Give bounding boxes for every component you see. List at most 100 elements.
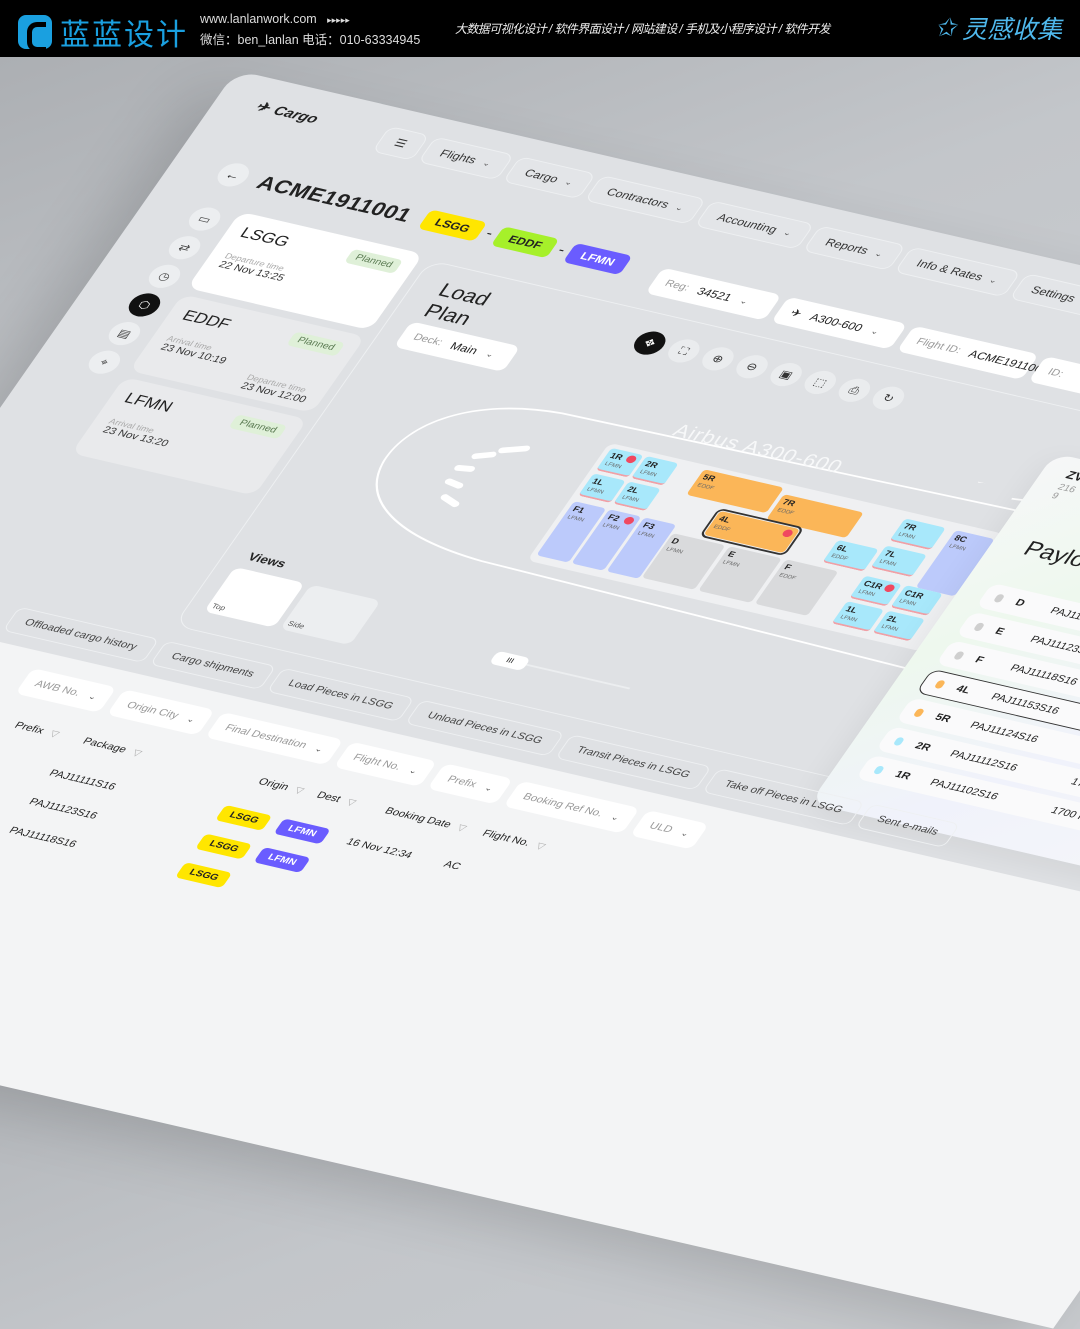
cargo-position-7r[interactable]: 7R LFMN [889, 518, 946, 551]
payload-position: E [992, 626, 1007, 638]
payload-position: 2R [912, 740, 933, 754]
move-icon: ✥ [640, 336, 659, 350]
chevron-down-icon: ⌄ [987, 274, 1001, 285]
reg-label: Reg: [662, 278, 692, 294]
watermark-header: 蓝蓝设计 www.lanlanwork.com ▸▸▸▸▸ 微信：ben_lanl… [0, 0, 1080, 57]
chevron-down-icon: ⌄ [482, 782, 496, 793]
destination-code: LFMN [565, 514, 586, 524]
position-code: C1R [902, 588, 926, 601]
id-label: ID: [1045, 366, 1066, 380]
nav-label: Cargo [521, 166, 562, 186]
position-code: 2L [884, 613, 901, 625]
position-code: 4L [716, 514, 733, 525]
fit-icon: ⛶ [676, 344, 693, 358]
collection-brand: ✩ 灵感收集 [935, 10, 1062, 46]
destination-code: LFMN [635, 530, 656, 540]
destination-code: LFMN [721, 559, 741, 569]
payload-position: 1R [892, 769, 913, 782]
filter-placeholder: Flight No. [350, 752, 404, 773]
status-dot [933, 679, 947, 690]
destination-code: LFMN [897, 598, 917, 608]
origin-cell: LSGG [174, 862, 242, 889]
chevron-down-icon: ⌄ [407, 765, 421, 776]
reg-value: 34521 [694, 284, 735, 304]
status-dot [952, 650, 966, 661]
chevron-down-icon: ⌄ [312, 743, 326, 754]
arrows: ▸▸▸▸▸ [327, 15, 350, 25]
filter-icon[interactable]: ▽ [533, 841, 548, 852]
status-dot [992, 593, 1006, 604]
chevron-down-icon: ⌄ [562, 176, 576, 187]
chevron-down-icon: ⌄ [678, 828, 692, 838]
status-dot [892, 736, 906, 747]
select-icon: ⬚ [810, 375, 830, 390]
dest-cell [239, 883, 307, 899]
cargo-position-6l[interactable]: 6L EDDF [822, 539, 879, 572]
filter-icon[interactable]: ▽ [47, 728, 62, 740]
chevron-down-icon: ⌄ [673, 202, 687, 213]
cargo-position-7l[interactable]: 7L LFMN [870, 545, 928, 578]
payload-position: 5R [932, 711, 953, 725]
chevron-down-icon: ⌄ [184, 714, 198, 724]
view-top-label: Top [209, 602, 228, 613]
website: www.lanlanwork.com [200, 12, 317, 26]
position-code: 1R [608, 451, 625, 462]
position-code: 7L [882, 548, 899, 560]
position-code: 1L [590, 476, 607, 487]
zoom-out-icon: ⊖ [743, 360, 761, 374]
destination-code: LFMN [638, 469, 658, 479]
alert-icon [622, 516, 636, 526]
nav-label: Contractors [603, 185, 673, 211]
position-code: 6L [834, 543, 851, 554]
flight-id-label: Flight ID: [913, 336, 964, 356]
aircraft-value: A300-600 [807, 311, 866, 334]
id-card-icon: ▭ [195, 212, 215, 226]
star-icon: ✩ [935, 14, 956, 42]
chevron-down-icon: ⌄ [737, 295, 751, 306]
cargo-position-2l[interactable]: 2L LFMN [872, 610, 926, 642]
logo-icon [18, 15, 52, 52]
position-code: 2L [625, 484, 642, 496]
position-code: 7R [780, 497, 798, 508]
filter-icon[interactable]: ▽ [454, 822, 469, 834]
destination-code: EDDF [777, 572, 797, 582]
brand-name: 蓝蓝设计 [60, 19, 188, 52]
origin-cell: LSGG [195, 833, 262, 860]
zoom-in-icon: ⊕ [709, 352, 727, 366]
position-code: F2 [605, 512, 622, 523]
destination-code: LFMN [664, 546, 684, 556]
destination-code: LFMN [947, 543, 967, 553]
chevron-down-icon: ⌄ [483, 349, 497, 359]
payload-position: D [1012, 597, 1028, 609]
filter-icon[interactable]: ▽ [292, 785, 307, 796]
position-code: 1L [843, 604, 860, 615]
destination-code: LFMN [877, 559, 898, 568]
route-icon: ⇄ [175, 241, 194, 255]
nav-label: Reports [822, 236, 872, 257]
nav-label: Accounting [714, 211, 781, 236]
status-dot [912, 708, 926, 718]
collection-label: 灵感收集 [961, 16, 1062, 44]
position-code: 7R [901, 521, 919, 533]
position-code: D [669, 536, 682, 546]
destination-code: LFMN [838, 614, 859, 624]
origin-cell: LSGG [215, 804, 282, 831]
filter-icon[interactable]: ▽ [130, 747, 144, 759]
filter-icon[interactable]: ▽ [344, 797, 359, 808]
filter-placeholder: AWB No. [32, 678, 83, 699]
contact: 微信：ben_lanlan 电话：010-63334945 [200, 33, 421, 47]
position-code: C1R [861, 578, 885, 591]
deck-value: Main [447, 339, 481, 357]
refresh-icon: ↻ [879, 391, 898, 405]
document-icon: ▤ [115, 326, 134, 341]
chevron-down-icon: ⌄ [781, 227, 795, 238]
hamburger-icon: ☰ [391, 136, 410, 151]
alert-icon [624, 454, 639, 464]
services: 大数据可视化设计 / 软件界面设计 / 网站建设 / 手机及小程序设计 / 软件… [455, 22, 830, 36]
destination-code: LFMN [879, 624, 899, 633]
position-code: F1 [570, 504, 587, 515]
nav-label: Settings [1028, 283, 1079, 305]
destination-code: LFMN [603, 461, 623, 470]
destination-code: LFMN [620, 495, 640, 504]
chevron-down-icon: ⌄ [480, 158, 494, 168]
